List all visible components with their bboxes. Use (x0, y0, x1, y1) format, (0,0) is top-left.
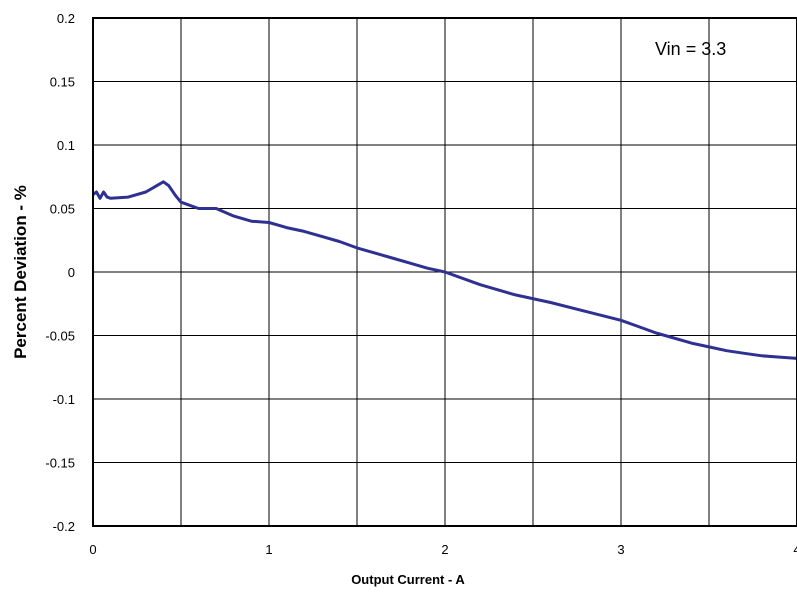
y-tick-label: -0.1 (53, 392, 75, 407)
y-axis-title: Percent Deviation - % (11, 185, 30, 359)
y-tick-label: 0.15 (50, 75, 75, 90)
x-tick-label: 2 (441, 542, 448, 557)
x-tick-label: 0 (89, 542, 96, 557)
x-tick-label: 4 (793, 542, 797, 557)
y-tick-label: -0.15 (45, 456, 75, 471)
vin-annotation: Vin = 3.3 (655, 39, 726, 59)
x-axis-title: Output Current - A (351, 572, 465, 587)
y-tick-label: 0 (68, 265, 75, 280)
y-tick-label: 0.05 (50, 202, 75, 217)
x-tick-label: 3 (617, 542, 624, 557)
y-tick-label: -0.05 (45, 329, 75, 344)
x-tick-label: 1 (265, 542, 272, 557)
y-tick-label: 0.2 (57, 11, 75, 26)
y-tick-label: 0.1 (57, 138, 75, 153)
y-tick-label: -0.2 (53, 519, 75, 534)
